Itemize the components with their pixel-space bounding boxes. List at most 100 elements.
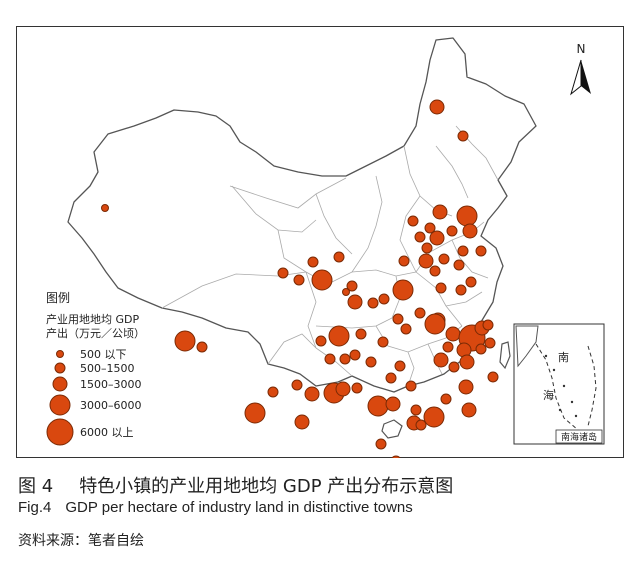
town-bubble-28 bbox=[378, 293, 390, 305]
north-label: N bbox=[577, 42, 586, 56]
town-bubble-49 bbox=[355, 328, 367, 340]
town-bubble-13 bbox=[457, 245, 469, 257]
town-bubble-52 bbox=[196, 341, 208, 353]
town-bubble-6 bbox=[407, 215, 419, 227]
town-bubble-69 bbox=[405, 380, 417, 392]
town-bubble-14 bbox=[475, 245, 487, 257]
town-bubble-21 bbox=[333, 251, 345, 263]
town-bubble-8 bbox=[446, 225, 458, 237]
legend-label-5: 6000 以上 bbox=[80, 426, 134, 439]
china-map: 南 海 南海诸岛 N 图例 产业用地地均 GDP 产出（万元／公顷） 500 以… bbox=[16, 26, 624, 478]
town-bubble-45 bbox=[442, 341, 454, 353]
town-bubble-20 bbox=[307, 256, 319, 268]
town-bubble-30 bbox=[347, 294, 363, 310]
town-bubble-17 bbox=[438, 253, 450, 265]
town-bubble-36 bbox=[392, 313, 404, 325]
town-bubble-61 bbox=[458, 379, 474, 395]
town-bubble-70 bbox=[461, 402, 477, 418]
town-bubble-16 bbox=[418, 253, 434, 269]
town-bubbles bbox=[101, 99, 499, 478]
north-arrow: N bbox=[570, 42, 591, 96]
town-bubble-37 bbox=[400, 323, 412, 335]
town-bubble-55 bbox=[349, 349, 361, 361]
figure-caption-en: Fig.4 GDP per hectare of industry land in… bbox=[18, 499, 413, 516]
town-bubble-23 bbox=[311, 269, 333, 291]
town-bubble-33 bbox=[465, 276, 477, 288]
map-panel: 南 海 南海诸岛 N 图例 产业用地地均 GDP 产出（万元／公顷） 500 以… bbox=[16, 26, 624, 478]
hainan-island bbox=[381, 419, 403, 439]
town-bubble-39 bbox=[445, 326, 461, 342]
china-outline bbox=[67, 37, 537, 393]
town-bubble-48 bbox=[315, 335, 327, 347]
town-bubble-2 bbox=[457, 130, 469, 142]
source-note: 资料来源：笔者自绘 bbox=[18, 533, 144, 549]
town-bubble-57 bbox=[394, 360, 406, 372]
town-bubble-25 bbox=[346, 280, 358, 292]
town-bubble-3 bbox=[101, 204, 109, 212]
town-bubble-50 bbox=[377, 336, 389, 348]
town-bubble-66 bbox=[304, 386, 320, 402]
town-bubble-76 bbox=[294, 414, 310, 430]
town-bubble-24 bbox=[277, 267, 289, 279]
town-bubble-47 bbox=[328, 325, 350, 347]
town-bubble-53 bbox=[324, 353, 336, 365]
town-bubble-67 bbox=[291, 379, 303, 391]
town-bubble-62 bbox=[440, 393, 452, 405]
town-bubble-71 bbox=[487, 371, 499, 383]
figure-title-en: GDP per hectare of industry land in dist… bbox=[65, 499, 413, 516]
town-bubble-80 bbox=[415, 419, 427, 431]
inset-box-label: 南海诸岛 bbox=[561, 431, 597, 443]
legend-symbol-4 bbox=[49, 394, 71, 416]
town-bubble-9 bbox=[424, 222, 436, 234]
town-bubble-26 bbox=[342, 288, 350, 296]
figure-caption-cn: 图 4 特色小镇的产业用地地均 GDP 产出分布示意图 bbox=[18, 472, 453, 498]
legend-title: 图例 bbox=[46, 291, 70, 305]
figure-title-cn: 特色小镇的产业用地地均 GDP 产出分布示意图 bbox=[79, 476, 454, 497]
town-bubble-12 bbox=[421, 242, 433, 254]
town-bubble-4 bbox=[456, 205, 478, 227]
taiwan-island bbox=[499, 341, 511, 370]
legend-symbol-2 bbox=[54, 362, 66, 374]
town-bubble-59 bbox=[459, 354, 475, 370]
legend-label-3: 1500–3000 bbox=[80, 378, 142, 391]
town-bubble-68 bbox=[385, 372, 397, 384]
town-bubble-74 bbox=[385, 396, 401, 412]
south-china-sea-inset: 南 海 南海诸岛 bbox=[513, 323, 605, 445]
town-bubble-5 bbox=[432, 204, 448, 220]
town-bubble-58 bbox=[433, 352, 449, 368]
legend-label-1: 500 以下 bbox=[80, 348, 127, 361]
town-bubble-27 bbox=[392, 279, 414, 301]
town-bubble-60 bbox=[448, 361, 460, 373]
figure-number-cn: 图 4 bbox=[18, 476, 54, 497]
legend-label-4: 3000–6000 bbox=[80, 399, 142, 412]
town-bubble-32 bbox=[455, 284, 467, 296]
town-bubble-46 bbox=[484, 337, 496, 349]
town-bubble-56 bbox=[365, 356, 377, 368]
legend-label-2: 500–1500 bbox=[80, 362, 135, 375]
town-bubble-78 bbox=[423, 406, 445, 428]
town-bubble-18 bbox=[429, 265, 441, 277]
town-bubble-35 bbox=[414, 307, 426, 319]
legend-symbol-1 bbox=[56, 350, 64, 358]
town-bubble-51 bbox=[174, 330, 196, 352]
town-bubble-19 bbox=[453, 259, 465, 271]
town-bubble-73 bbox=[367, 395, 389, 417]
figure-number-en: Fig.4 bbox=[18, 499, 52, 516]
legend-symbol-5 bbox=[46, 418, 74, 446]
town-bubble-54 bbox=[339, 353, 351, 365]
town-bubble-11 bbox=[414, 231, 426, 243]
town-bubble-31 bbox=[435, 282, 447, 294]
town-bubble-38 bbox=[424, 313, 446, 335]
town-bubble-42 bbox=[482, 319, 494, 331]
town-bubble-75 bbox=[410, 404, 422, 416]
town-bubble-1 bbox=[429, 99, 445, 115]
town-bubble-7 bbox=[462, 223, 478, 239]
town-bubble-29 bbox=[367, 297, 379, 309]
town-bubble-77 bbox=[244, 402, 266, 424]
legend-subtitle-line1: 产业用地地均 GDP bbox=[46, 312, 139, 326]
town-bubble-65 bbox=[351, 382, 363, 394]
inset-label-hai: 海 bbox=[543, 388, 554, 402]
town-bubble-44 bbox=[475, 343, 487, 355]
town-bubble-15 bbox=[398, 255, 410, 267]
legend-symbol-3 bbox=[52, 376, 68, 392]
